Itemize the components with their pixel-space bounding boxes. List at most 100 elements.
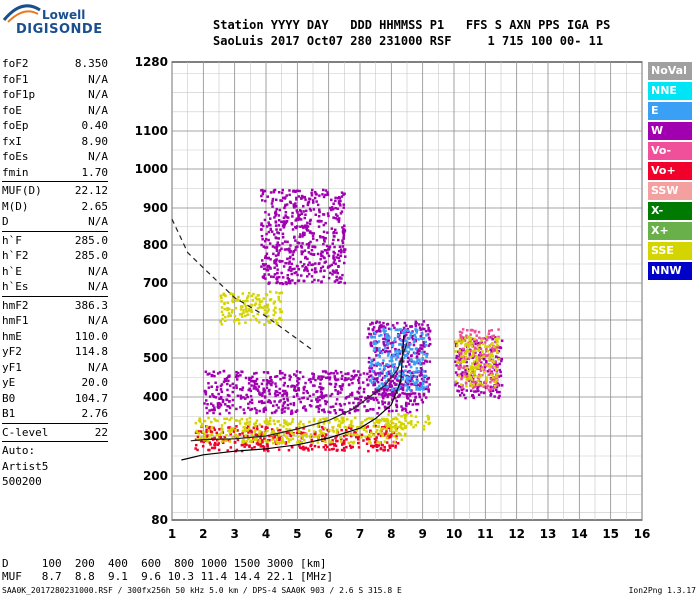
- echo-point: [486, 386, 489, 390]
- echo-point: [474, 351, 477, 354]
- echo-point: [265, 293, 269, 297]
- y-tick-label: 80: [151, 513, 168, 527]
- echo-point: [420, 387, 423, 390]
- echo-point: [242, 311, 245, 314]
- echo-point: [420, 369, 423, 373]
- echo-point: [422, 343, 426, 346]
- echo-point: [244, 397, 247, 400]
- echo-point: [320, 377, 323, 380]
- echo-point: [275, 247, 278, 250]
- echo-point: [469, 349, 473, 353]
- echo-point: [219, 384, 223, 388]
- echo-point: [324, 436, 327, 439]
- echo-point: [283, 392, 286, 395]
- echo-point: [485, 361, 488, 364]
- echo-point: [461, 354, 465, 358]
- echo-point: [291, 420, 294, 423]
- echo-point: [473, 346, 477, 349]
- echo-point: [236, 429, 239, 432]
- echo-point: [285, 215, 288, 219]
- param-name: C-level: [2, 425, 49, 439]
- echo-point: [457, 385, 461, 388]
- echo-point: [228, 428, 232, 432]
- echo-point: [333, 252, 336, 255]
- echo-point: [385, 436, 389, 440]
- echo-point: [427, 326, 430, 330]
- echo-point: [220, 300, 223, 303]
- echo-point: [254, 302, 258, 305]
- echo-point: [321, 387, 325, 390]
- echo-point: [318, 434, 321, 437]
- echo-point: [253, 422, 256, 426]
- echo-point: [239, 308, 243, 311]
- echo-point: [404, 349, 408, 353]
- echo-point: [207, 382, 210, 385]
- echo-point: [471, 350, 474, 353]
- echo-point: [412, 340, 416, 344]
- echo-point: [326, 191, 329, 194]
- echo-point: [415, 375, 418, 378]
- echo-point: [371, 417, 374, 420]
- echo-point: [306, 391, 309, 395]
- echo-point: [384, 340, 388, 343]
- echo-point: [414, 396, 417, 399]
- echo-point: [327, 254, 331, 258]
- echo-point: [464, 352, 468, 356]
- echo-point: [312, 373, 315, 376]
- echo-point: [333, 280, 337, 283]
- echo-point: [414, 402, 418, 406]
- echo-point: [308, 222, 312, 226]
- echo-point: [415, 331, 418, 334]
- echo-point: [266, 400, 270, 404]
- echo-point: [280, 437, 284, 440]
- echo-point: [428, 360, 432, 363]
- echo-point: [374, 389, 377, 392]
- param-row: yF2 114.8: [2, 344, 108, 360]
- echo-point: [269, 290, 272, 293]
- echo-point: [301, 431, 305, 435]
- param-value: N/A: [88, 360, 108, 374]
- echo-point: [416, 402, 420, 406]
- echo-point: [296, 273, 299, 277]
- echo-point: [395, 434, 398, 438]
- echo-point: [313, 384, 316, 387]
- echo-point: [334, 444, 338, 447]
- echo-point: [376, 329, 379, 333]
- echo-point: [302, 226, 305, 229]
- echo-point: [479, 364, 482, 368]
- echo-point: [211, 393, 214, 396]
- echo-point: [223, 302, 226, 305]
- echo-point: [260, 234, 264, 238]
- echo-point: [420, 385, 423, 388]
- echo-point: [273, 216, 276, 219]
- echo-point: [479, 375, 482, 379]
- echo-point: [302, 427, 305, 430]
- echo-point: [305, 209, 308, 213]
- echo-point: [350, 422, 353, 425]
- echo-point: [329, 405, 332, 409]
- echo-point: [351, 381, 354, 385]
- echo-point: [465, 334, 468, 337]
- echo-point: [262, 264, 266, 267]
- echo-point: [270, 202, 274, 205]
- echo-point: [339, 440, 343, 443]
- echo-point: [293, 235, 296, 239]
- echo-point: [475, 354, 479, 358]
- echo-point: [420, 383, 423, 387]
- echo-point: [408, 369, 411, 373]
- echo-point: [373, 422, 376, 425]
- echo-point: [376, 377, 379, 380]
- echo-point: [265, 252, 269, 255]
- echo-point: [279, 378, 282, 381]
- echo-point: [307, 242, 311, 245]
- echo-point: [261, 441, 264, 444]
- echo-point: [321, 370, 325, 373]
- echo-point: [382, 417, 385, 421]
- echo-point: [273, 233, 276, 236]
- echo-point: [339, 391, 342, 394]
- echo-point: [265, 383, 269, 386]
- echo-point: [367, 417, 371, 420]
- echo-point: [413, 362, 417, 366]
- echo-point: [357, 391, 361, 395]
- echo-point: [272, 313, 275, 317]
